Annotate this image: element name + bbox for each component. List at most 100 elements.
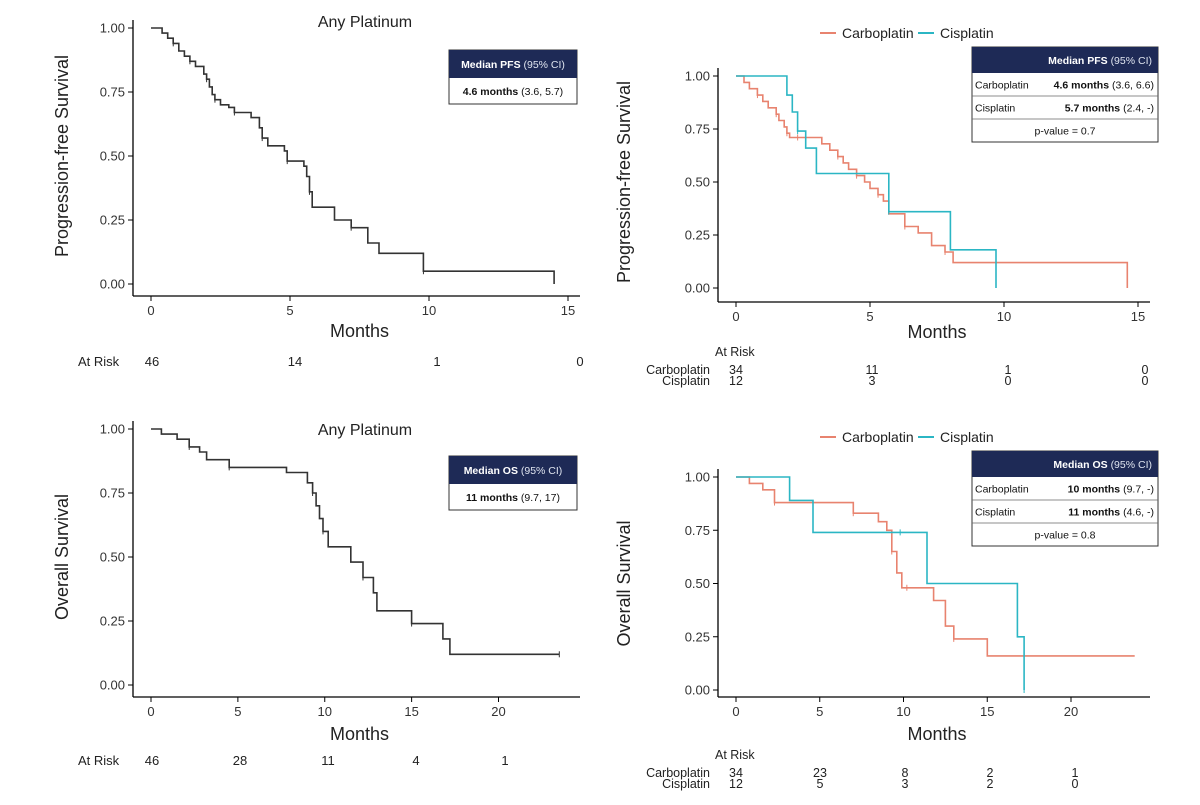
plot-title: Any Platinum [318, 422, 412, 439]
at-risk-count: 34 [729, 363, 743, 377]
at-risk-count: 5 [817, 777, 824, 791]
median-box-header [972, 47, 1158, 73]
at-risk-row-name: Carboplatin [646, 363, 710, 377]
at-risk-count: 11 [321, 753, 335, 768]
at-risk-count: 0 [576, 354, 583, 369]
km-panel-3: 0.00 0.25 0.50 0.75 1.00 0 5 10 15 20 Months Overal… [52, 421, 580, 768]
at-risk-count: 46 [145, 753, 159, 768]
y-tick-label: 0.25 [685, 228, 710, 243]
x-tick-label: 10 [422, 303, 436, 318]
at-risk-count: 2 [987, 777, 994, 791]
at-risk-count: 3 [869, 374, 876, 388]
km-panel-1: 0.000.250.500.751.000 5 10 15MonthsProgress… [52, 14, 584, 369]
plot-title: Any Platinum [318, 14, 412, 31]
y-tick-label: 0.75 [685, 122, 710, 137]
at-risk-count: 1 [1005, 363, 1012, 377]
cisplatin-survival-line [736, 476, 1025, 690]
y-tick-label: 0.50 [100, 550, 125, 565]
x-axis-title: Months [907, 322, 966, 342]
y-tick-label: 0.75 [100, 486, 125, 501]
at-risk-count: 1 [433, 354, 440, 369]
carboplatin-survival-line [736, 476, 1135, 657]
median-box-title: Median OS (95% CI) [464, 465, 563, 477]
median-box-header [449, 456, 577, 484]
median-row-value: 11 months (4.6, -) [1068, 507, 1154, 519]
y-tick-label: 0.50 [100, 149, 125, 164]
x-tick-label: 10 [318, 704, 332, 719]
at-risk-count: 0 [1005, 374, 1012, 388]
x-tick-label: 10 [896, 704, 910, 719]
median-row-value: 11 months (9.7, 17) [466, 492, 560, 504]
median-box-title: Median PFS (95% CI) [461, 59, 565, 71]
y-tick-label: 0.75 [685, 523, 710, 538]
median-box-title: Median OS (95% CI) [1053, 459, 1152, 471]
at-risk-count: 1 [1072, 766, 1079, 780]
x-tick-label: 10 [997, 309, 1011, 324]
y-tick-label: 0.50 [685, 576, 710, 591]
y-tick-label: 0.00 [685, 683, 710, 698]
y-tick-label: 0.00 [100, 277, 125, 292]
y-axis-title: Progression-free Survival [52, 55, 72, 257]
y-tick-label: 1.00 [685, 69, 710, 84]
overall-survival-line [151, 428, 560, 656]
y-tick-label: 1.00 [100, 422, 125, 437]
x-tick-label: 15 [404, 704, 418, 719]
y-tick-label: 1.00 [685, 470, 710, 485]
at-risk-label: At Risk [78, 753, 120, 768]
y-axis-title: Progression-free Survival [614, 81, 634, 283]
y-tick-label: 0.25 [100, 614, 125, 629]
cisplatin-survival-line [736, 75, 997, 288]
at-risk-count: 3 [902, 777, 909, 791]
at-risk-count: 14 [288, 354, 302, 369]
x-tick-label: 0 [732, 704, 739, 719]
at-risk-count: 46 [145, 354, 159, 369]
p-value: p-value = 0.8 [1034, 530, 1095, 542]
at-risk-count: 2 [987, 766, 994, 780]
at-risk-label: At Risk [715, 748, 755, 762]
median-row-label: Carboplatin [975, 484, 1029, 496]
median-row-value: 5.7 months (2.4, -) [1065, 103, 1154, 115]
at-risk-count: 12 [729, 777, 743, 791]
overall-survival-line [151, 27, 555, 284]
x-tick-label: 20 [1064, 704, 1078, 719]
at-risk-count: 8 [902, 766, 909, 780]
y-tick-label: 0.25 [100, 213, 125, 228]
x-tick-label: 15 [561, 303, 575, 318]
at-risk-count: 34 [729, 766, 743, 780]
legend-label-carboplatin: Carboplatin [842, 25, 914, 41]
at-risk-label: At Risk [715, 345, 755, 359]
median-row-value: 4.6 months (3.6, 5.7) [463, 86, 563, 98]
median-row-label: Cisplatin [975, 507, 1015, 519]
p-value: p-value = 0.7 [1034, 126, 1095, 138]
y-tick-label: 0.75 [100, 85, 125, 100]
median-box-header [449, 50, 577, 78]
x-tick-label: 0 [732, 309, 739, 324]
at-risk-count: 4 [412, 753, 419, 768]
x-axis-title: Months [330, 321, 389, 341]
y-axis-title: Overall Survival [614, 520, 634, 646]
at-risk-row-name: Cisplatin [662, 777, 710, 791]
median-row-label: Carboplatin [975, 80, 1029, 92]
y-axis-title: Overall Survival [52, 494, 72, 620]
median-row-value: 4.6 months (3.6, 6.6) [1054, 80, 1154, 92]
at-risk-count: 0 [1072, 777, 1079, 791]
at-risk-count: 23 [813, 766, 827, 780]
y-tick-label: 0.25 [685, 629, 710, 644]
legend-label-cisplatin: Cisplatin [940, 429, 994, 445]
median-box-header [972, 451, 1158, 477]
x-tick-label: 15 [980, 704, 994, 719]
x-tick-label: 0 [147, 303, 154, 318]
x-tick-label: 20 [491, 704, 505, 719]
at-risk-label: At Risk [78, 354, 120, 369]
km-panel-2: 0.000.250.500.751.000 5 10 15MonthsProgress… [614, 25, 1159, 388]
median-row-label: Cisplatin [975, 103, 1015, 115]
median-row-value: 10 months (9.7, -) [1068, 484, 1154, 496]
x-tick-label: 15 [1131, 309, 1145, 324]
x-tick-label: 5 [866, 309, 873, 324]
x-axis-title: Months [907, 724, 966, 744]
km-panel-4: 0.000.250.500.751.000 5 10 15 20MonthsOveral… [614, 429, 1159, 791]
x-tick-label: 5 [234, 704, 241, 719]
x-tick-label: 5 [286, 303, 293, 318]
y-tick-label: 0.00 [100, 678, 125, 693]
